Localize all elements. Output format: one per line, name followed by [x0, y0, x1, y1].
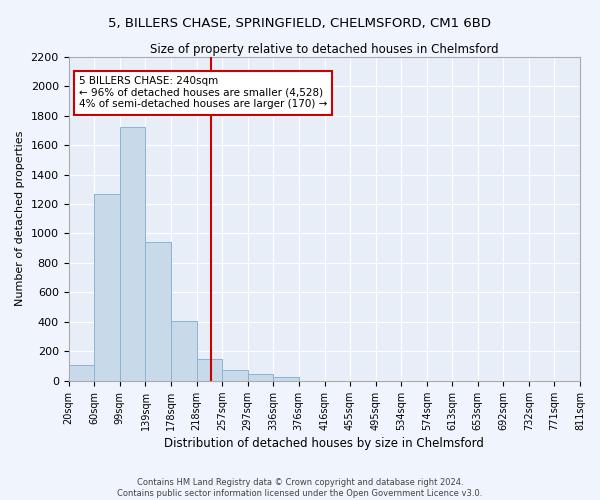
X-axis label: Distribution of detached houses by size in Chelmsford: Distribution of detached houses by size … — [164, 437, 484, 450]
Bar — [94, 194, 119, 381]
Text: 5 BILLERS CHASE: 240sqm
← 96% of detached houses are smaller (4,528)
4% of semi-: 5 BILLERS CHASE: 240sqm ← 96% of detache… — [79, 76, 327, 110]
Text: Contains HM Land Registry data © Crown copyright and database right 2024.
Contai: Contains HM Land Registry data © Crown c… — [118, 478, 482, 498]
Text: 5, BILLERS CHASE, SPRINGFIELD, CHELMSFORD, CM1 6BD: 5, BILLERS CHASE, SPRINGFIELD, CHELMSFOR… — [109, 18, 491, 30]
Bar — [145, 242, 170, 381]
Bar — [222, 370, 248, 381]
Bar — [119, 126, 145, 381]
Bar — [197, 358, 222, 381]
Bar — [248, 374, 273, 381]
Title: Size of property relative to detached houses in Chelmsford: Size of property relative to detached ho… — [150, 42, 499, 56]
Bar — [273, 377, 299, 381]
Bar — [68, 364, 94, 381]
Bar — [170, 321, 197, 381]
Y-axis label: Number of detached properties: Number of detached properties — [15, 131, 25, 306]
